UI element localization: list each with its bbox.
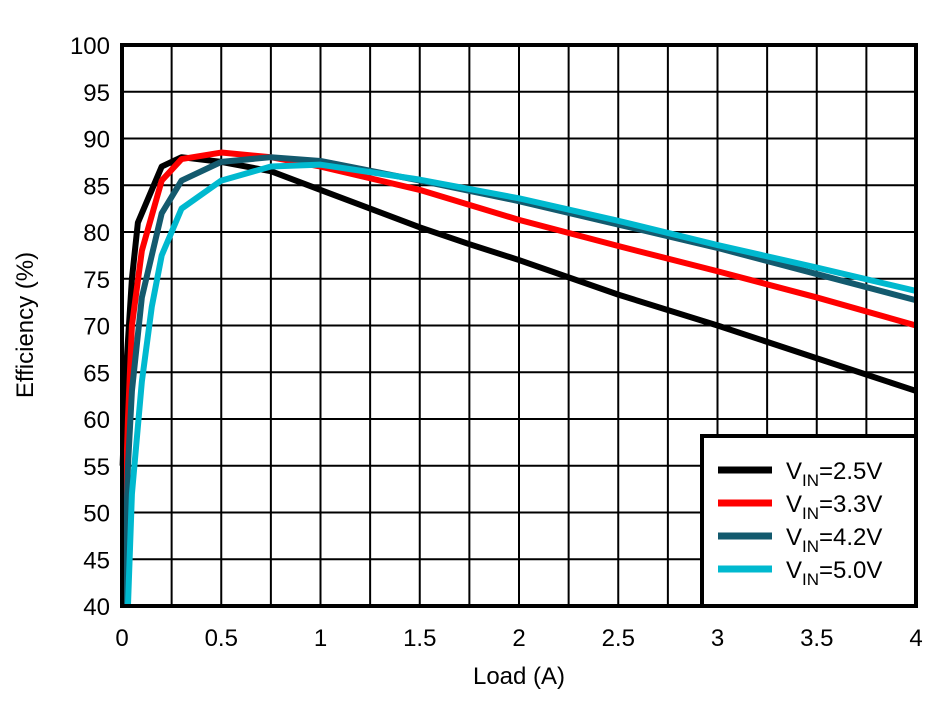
y-tick-label: 80: [83, 220, 110, 247]
y-tick-label: 100: [70, 33, 110, 60]
y-tick-label: 75: [83, 267, 110, 294]
y-tick-label: 45: [83, 547, 110, 574]
x-axis-label: Load (A): [473, 663, 565, 690]
x-tick-label: 3.5: [800, 625, 833, 652]
x-tick-labels: 0 0.5 1 1.5 2 2.5 3 3.5 4: [115, 625, 922, 652]
y-tick-label: 40: [83, 594, 110, 621]
legend-label: VIN=2.5V: [786, 458, 882, 490]
x-tick-label: 2.5: [602, 625, 635, 652]
legend-box: [700, 434, 918, 608]
series-line: [119, 154, 917, 466]
legend-label: VIN=5.0V: [786, 557, 882, 589]
x-tick-label: 0.5: [205, 625, 238, 652]
legend-label: VIN=3.3V: [786, 491, 882, 523]
x-tick-label: 1: [314, 625, 327, 652]
y-tick-label: 55: [83, 454, 110, 481]
x-tick-label: 3: [711, 625, 724, 652]
x-tick-label: 2: [512, 625, 525, 652]
x-tick-label: 1.5: [403, 625, 436, 652]
x-tick-label: 0: [115, 625, 128, 652]
y-tick-label: 90: [83, 127, 110, 154]
legend-label: VIN=4.2V: [786, 524, 882, 556]
y-tick-label: 85: [83, 173, 110, 200]
x-tick-label: 4: [909, 625, 922, 652]
series-line: [120, 154, 917, 607]
y-tick-labels: 40 45 50 55 60 65 70 75 80 85 90 95 100: [70, 33, 110, 621]
y-axis-label: Efficiency (%): [12, 252, 39, 398]
y-tick-label: 60: [83, 407, 110, 434]
series-line: [124, 161, 917, 607]
series-lines: [119, 149, 917, 607]
y-tick-label: 70: [83, 314, 110, 341]
y-tick-label: 95: [83, 80, 110, 107]
plot-frame: [120, 43, 918, 608]
y-tick-label: 50: [83, 501, 110, 528]
y-tick-label: 65: [83, 360, 110, 387]
